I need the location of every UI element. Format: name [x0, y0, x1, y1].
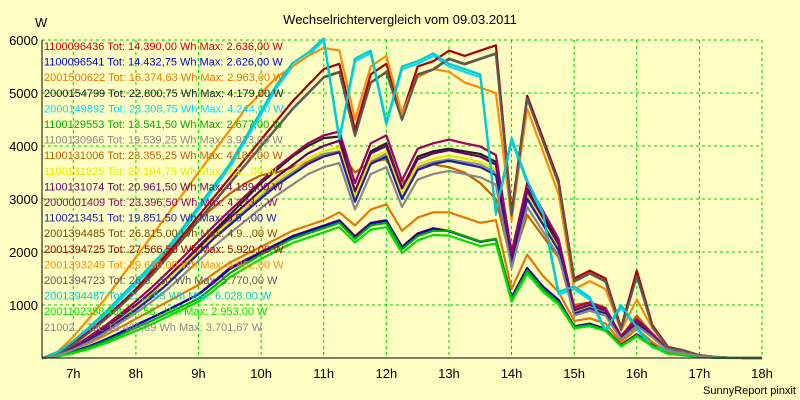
axes: 7h 8h 9h 10h 11h 12h 13h 14h 15h 16h 17h 18h 1000 200… — [9, 33, 773, 381]
legend-entry-1: 1100096436 Tot: 14.390,00 Wh Max: 2.636,… — [44, 41, 283, 53]
x-tick-label: 18h — [751, 366, 773, 381]
legend-entry-3: 2001500622 Tot: 16.374,63 Wh Max: 2.963,… — [44, 72, 284, 84]
x-tick-label: 16h — [626, 366, 648, 381]
legend-entry-15: 2001393249 Tot: 29.636,00 Wh Max: 5.862,… — [44, 259, 284, 271]
series-line-11 — [41, 130, 762, 360]
y-axis-unit: W — [35, 15, 48, 30]
legend-entry-4: 2000154799 Tot: 22.800,75 Wh Max: 4.179,… — [44, 88, 284, 100]
legend-entry-5: 2000149892 Tot: 23.308,75 Wh Max: 4.244,… — [44, 103, 284, 115]
x-tick-label: 7h — [66, 366, 80, 381]
y-tick-label: 4000 — [9, 139, 38, 154]
legend-entry-9: 1100131025 Tot: 20.104,75 Wh Max: 4.1..,… — [44, 166, 277, 178]
x-tick-label: 10h — [250, 366, 272, 381]
legend-entry-8: 1100131006 Tot: 23.355,25 Wh Max: 4.189,… — [44, 150, 283, 162]
y-tick-label: 1000 — [9, 298, 38, 313]
series-line-8 — [41, 150, 762, 360]
legend-entry-16: 2001394723 Tot: 26.6..,50 Wh Max: 5.770,… — [44, 275, 278, 287]
x-tick-label: 15h — [563, 366, 585, 381]
series-lines — [41, 37, 762, 360]
x-tick-label: 17h — [689, 366, 711, 381]
x-tick-label: 8h — [129, 366, 143, 381]
series-line-16 — [41, 52, 762, 360]
legend-entry-10: 1100131074 Tot: 20.961,50 Wh Max: 4.189,… — [44, 181, 283, 193]
x-tick-label: 9h — [191, 366, 205, 381]
y-tick-label: 5000 — [9, 86, 38, 101]
series-line-15 — [41, 46, 762, 360]
series-line-12 — [41, 151, 762, 360]
legend-entry-7: 1100130966 Tot: 19.539,25 Wh Max: 3.923,… — [44, 135, 283, 147]
y-tick-label: 2000 — [9, 245, 38, 260]
chart-title: Wechselrichtervergleich vom 09.03.2011 — [283, 12, 517, 27]
series-line-17 — [41, 37, 762, 360]
legend-entry-18: 2001102358 Tot: 1..,58.. Wh Max: 2.953,0… — [44, 306, 268, 318]
x-tick-label: 13h — [438, 366, 460, 381]
x-tick-label: 12h — [375, 366, 397, 381]
footer-credit: SunnyReport pinxit — [703, 385, 796, 397]
legend-entry-2: 1100096541 Tot: 14.432,75 Wh Max: 2.626,… — [44, 57, 283, 69]
y-tick-label: 6000 — [9, 33, 38, 48]
x-tick-label: 14h — [501, 366, 523, 381]
series-line-18 — [41, 226, 762, 360]
legend-entry-13: 2001394485 Tot: 26.815,00 Wh Max: 4.9..,… — [44, 228, 278, 240]
legend-entry-11: 2000001409 Tot: 23.396,50 Wh Max: 4.273,… — [44, 197, 278, 209]
legend-entry-12: 1100213451 Tot: 19.851,50 Wh Max: 3.9..,… — [44, 213, 277, 225]
y-tick-label: 3000 — [9, 192, 38, 207]
x-tick-label: 11h — [313, 366, 334, 381]
grid — [42, 39, 763, 358]
legend-entry-14: 2001394725 Tot: 27.566,50 Wh Max: 5.920,… — [44, 244, 284, 256]
legend-entry-17: 2001394487 Tot: 2..,..,63 Wh Max: 6.028,… — [44, 291, 272, 303]
legend-entry-19: 21002... Tot: 16.480,89 Wh Max: 3.701,67… — [44, 322, 263, 334]
legend: 1100096436 Tot: 14.390,00 Wh Max: 2.636,… — [44, 41, 284, 334]
series-line-19 — [41, 161, 762, 360]
legend-entry-6: 1100129553 Tot: 13.541,50 Wh Max: 2.677,… — [44, 119, 283, 131]
